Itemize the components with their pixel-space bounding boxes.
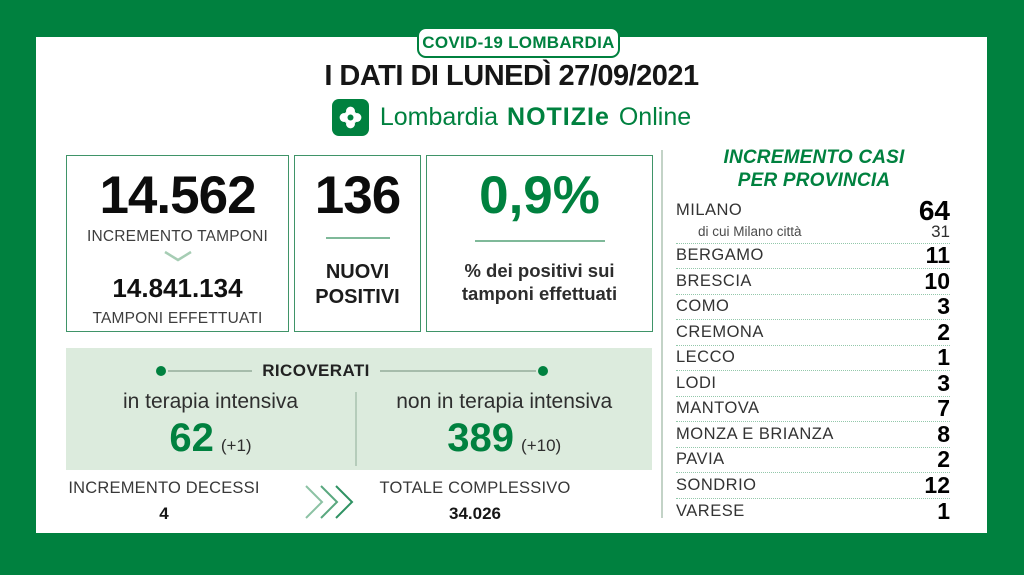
page-title: I DATI DI LUNEDÌ 27/09/2021 [324, 60, 699, 92]
logo-notizie: NOTIZIe [507, 102, 610, 131]
table-row: CREMONA 2 [676, 318, 950, 346]
dot-icon [538, 366, 548, 376]
totale-complessivo-block: TOTALE COMPLESSIVO 34.026 [377, 479, 573, 524]
table-subrow: di cui Milano città 31 [698, 221, 950, 241]
divider [474, 240, 605, 242]
ricoverati-header: RICOVERATI [66, 348, 652, 381]
divider [379, 370, 536, 372]
logo-text: Lombardia NOTIZIe Online [380, 103, 691, 132]
non-terapia-intensiva-block: non in terapia intensiva 389 (+10) [357, 390, 653, 466]
non-terapia-intensiva-value: 389 [447, 416, 515, 460]
divider [325, 237, 390, 239]
rosa-camuna-icon [331, 98, 369, 136]
table-row: PAVIA 2 [676, 446, 950, 474]
table-row: MONZA E BRIANZA 8 [676, 420, 950, 448]
terapia-intensiva-label: in terapia intensiva [122, 390, 299, 413]
table-row: LECCO 1 [676, 344, 950, 372]
incremento-decessi-block: INCREMENTO DECESSI 4 [66, 479, 262, 524]
triple-chevron-right-icon [303, 483, 371, 526]
terapia-intensiva-delta: (+1) [220, 436, 252, 455]
percentuale-value: 0,9% [479, 166, 600, 225]
panel-ricoverati: RICOVERATI in terapia intensiva 62 (+1) n… [66, 348, 652, 470]
covid-lombardia-badge: COVID-19 LOMBARDIA [417, 27, 620, 58]
province-title: INCREMENTO CASI PER PROVINCIA [723, 147, 905, 191]
table-row: MANTOVA 7 [676, 395, 950, 423]
tamponi-effettuati-value: 14.841.134 [112, 273, 243, 303]
chevron-down-icon [67, 250, 288, 268]
terapia-intensiva-value: 62 [169, 416, 214, 460]
province-list: MILANO 64 di cui Milano città 31 BERGAMO… [676, 196, 950, 525]
panel-tamponi: 14.562 INCREMENTO TAMPONI 14.841.134 TAM… [66, 155, 289, 332]
terapia-intensiva-block: in terapia intensiva 62 (+1) [66, 390, 355, 466]
logo-online: Online [618, 102, 692, 131]
nuovi-positivi-label: NUOVI POSITIVI [315, 261, 400, 308]
table-row: BERGAMO 11 [676, 242, 950, 270]
tamponi-effettuati-label: TAMPONI EFFETTUATI [92, 310, 263, 327]
percentuale-label: % dei positivi sui tamponi effettuati [461, 260, 618, 305]
totale-complessivo-value: 34.026 [449, 504, 501, 523]
dot-icon [156, 366, 166, 376]
incremento-decessi-label: INCREMENTO DECESSI [68, 479, 260, 497]
table-row: MILANO 64 di cui Milano città 31 [676, 196, 950, 244]
vertical-separator [661, 150, 663, 518]
table-row: BRESCIA 10 [676, 267, 950, 295]
logo-lombardia: Lombardia [379, 102, 499, 131]
incremento-tamponi-label: INCREMENTO TAMPONI [86, 228, 268, 245]
divider [168, 370, 253, 372]
non-terapia-intensiva-label: non in terapia intensiva [396, 390, 613, 413]
table-row: COMO 3 [676, 293, 950, 321]
ricoverati-title: RICOVERATI [262, 361, 370, 380]
incremento-decessi-value: 4 [159, 504, 169, 523]
table-row: VARESE 1 [676, 497, 950, 524]
non-terapia-intensiva-delta: (+10) [521, 436, 562, 455]
table-row: LODI 3 [676, 369, 950, 397]
table-row: SONDRIO 12 [676, 471, 950, 499]
incremento-tamponi-value: 14.562 [99, 166, 256, 225]
lombardia-notizie-logo: Lombardia NOTIZIe Online [36, 97, 987, 137]
nuovi-positivi-value: 136 [314, 166, 401, 225]
panel-percentuale: 0,9% % dei positivi sui tamponi effettua… [426, 155, 653, 332]
divider [355, 392, 357, 466]
province-column: INCREMENTO CASI PER PROVINCIA MILANO 64 … [672, 147, 956, 524]
totale-complessivo-label: TOTALE COMPLESSIVO [379, 479, 571, 497]
panel-nuovi-positivi: 136 NUOVI POSITIVI [294, 155, 421, 332]
